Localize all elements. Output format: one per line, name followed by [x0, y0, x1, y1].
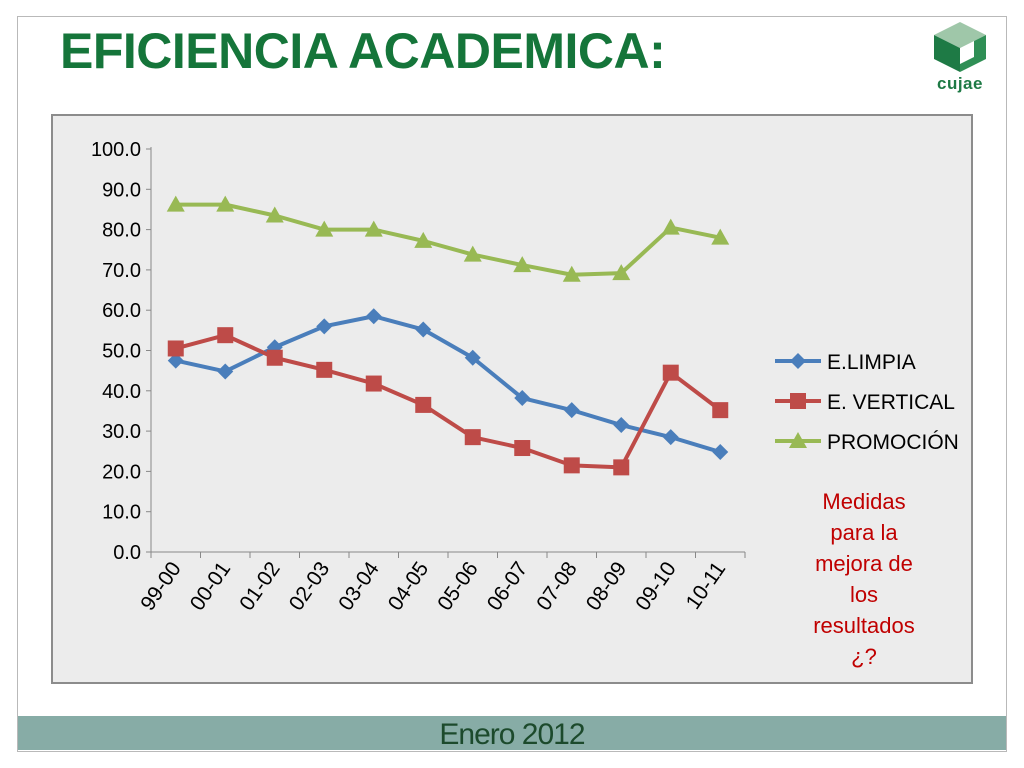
y-tick-label: 50.0	[102, 341, 141, 363]
data-point-square	[316, 361, 333, 378]
data-point-square	[167, 340, 184, 357]
note-text: Medidas para la mejora de los resultados…	[796, 486, 932, 672]
data-point-triangle	[711, 228, 730, 245]
footer-band: Enero 2012	[18, 716, 1006, 751]
note-line: para la	[830, 520, 898, 545]
data-point-diamond	[514, 390, 531, 407]
x-tick-label: 00-01	[186, 558, 236, 615]
x-tick-label: 01-02	[235, 558, 285, 615]
logo-text: cujae	[937, 74, 983, 93]
series-line	[175, 314, 721, 454]
line-chart: 100.0 90.0 80.0 70.0 60.0 50.0 40.0 30.0 20.0 10.…	[91, 139, 959, 615]
data-point-square	[790, 393, 806, 409]
data-point-triangle	[216, 195, 235, 212]
data-point-diamond	[217, 363, 234, 380]
legend-label: E. VERTICAL	[827, 391, 955, 414]
slide-title: EFICIENCIA ACADEMICA:	[60, 23, 666, 79]
data-point-square	[712, 402, 729, 419]
data-point-diamond	[464, 349, 481, 366]
x-tick-label: 05-06	[433, 558, 483, 615]
y-tick-label: 70.0	[102, 260, 141, 282]
data-point-square	[464, 429, 481, 446]
data-point-triangle	[364, 220, 383, 237]
legend-label: PROMOCIÓN	[827, 431, 959, 454]
x-tick-label: 09-10	[631, 558, 681, 615]
data-point-square	[365, 375, 382, 392]
data-point-square	[514, 440, 531, 457]
data-point-triangle	[463, 245, 482, 262]
data-point-diamond	[316, 318, 333, 335]
y-tick-label: 80.0	[102, 220, 141, 242]
note-line: los	[849, 582, 879, 607]
x-tick-label: 03-04	[334, 557, 384, 614]
chart-legend: E.LIMPIA E. VERTICAL PROMOCIÓN	[775, 351, 959, 454]
data-point-triangle	[414, 231, 433, 248]
chart-series	[166, 195, 730, 476]
data-point-diamond	[365, 308, 382, 325]
legend-label: E.LIMPIA	[827, 351, 916, 374]
x-tick-label: 99-00	[136, 558, 186, 615]
data-point-triangle	[513, 256, 532, 273]
chart-axes: 100.0 90.0 80.0 70.0 60.0 50.0 40.0 30.0 20.0 10.…	[91, 139, 746, 615]
data-point-square	[563, 457, 580, 474]
y-tick-label: 20.0	[102, 461, 141, 483]
y-tick-label: 0.0	[113, 542, 141, 564]
data-point-square	[266, 349, 283, 366]
x-tick-label: 07-08	[532, 558, 582, 615]
note-line: Medidas	[822, 489, 906, 514]
data-point-triangle	[265, 206, 284, 223]
x-tick-label: 10-11	[682, 558, 731, 614]
x-tick-label: 04-05	[384, 558, 434, 615]
x-tick-label: 08-09	[582, 558, 632, 615]
y-tick-label: 10.0	[102, 502, 141, 524]
note-line: mejora de	[815, 551, 913, 576]
data-point-diamond	[563, 402, 580, 419]
cube-logo-icon	[934, 22, 986, 72]
note-line: ¿?	[851, 644, 877, 669]
data-point-diamond	[790, 353, 806, 369]
data-point-diamond	[415, 321, 432, 338]
footer-date: Enero 2012	[439, 718, 585, 751]
data-point-diamond	[712, 444, 729, 461]
x-tick-label: 06-07	[483, 558, 533, 615]
data-point-square	[415, 396, 432, 413]
data-point-triangle	[166, 195, 185, 212]
y-tick-label: 90.0	[102, 179, 141, 201]
note-line: resultados	[813, 613, 915, 638]
y-tick-label: 60.0	[102, 300, 141, 322]
y-tick-label: 40.0	[102, 381, 141, 403]
data-point-triangle	[612, 264, 631, 281]
data-point-triangle	[562, 265, 581, 282]
series-line	[175, 333, 722, 470]
y-tick-label: 30.0	[102, 421, 141, 443]
data-point-triangle	[789, 432, 807, 448]
data-point-triangle	[315, 220, 334, 237]
series-line	[175, 202, 721, 277]
data-point-diamond	[167, 352, 184, 369]
y-tick-label: 100.0	[91, 139, 141, 161]
cujae-logo: cujae	[928, 20, 992, 96]
data-point-square	[217, 327, 234, 344]
data-point-triangle	[661, 218, 680, 235]
data-point-square	[613, 459, 630, 476]
data-point-diamond	[662, 429, 679, 446]
x-tick-label: 02-03	[285, 558, 335, 615]
data-point-square	[662, 364, 679, 381]
data-point-diamond	[613, 417, 630, 434]
chart-area: 100.0 90.0 80.0 70.0 60.0 50.0 40.0 30.0 20.0 10.…	[51, 114, 973, 684]
